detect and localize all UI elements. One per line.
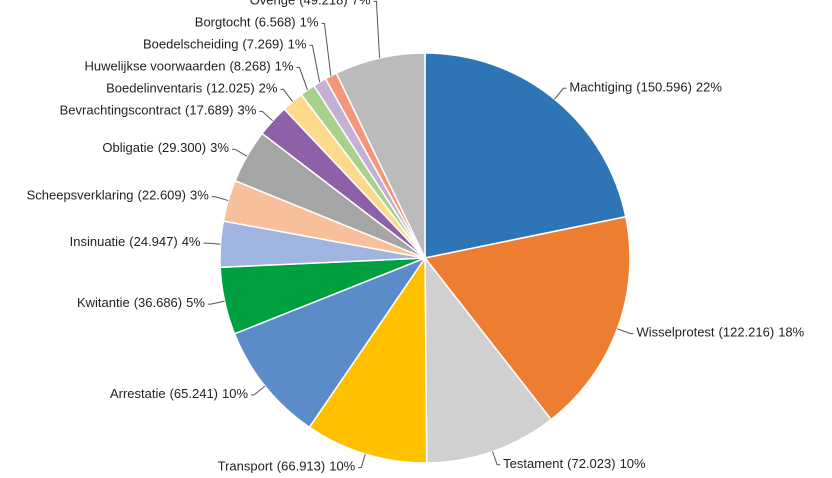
slice-label: Testament (72.023) 10% xyxy=(503,456,646,471)
label-percent-labels: 7% xyxy=(352,0,371,8)
slice-label: Wisselprotest (122.216) 18% xyxy=(637,325,805,340)
label-value-labels: (122.216) xyxy=(719,325,775,340)
slice-label: Transport (66.913) 10% xyxy=(218,459,356,474)
slice-label: Borgtocht (6.568) 1% xyxy=(195,15,319,30)
label-value-labels: (29.300) xyxy=(158,141,206,156)
leader-line xyxy=(309,44,321,83)
label-value-labels: (24.947) xyxy=(129,235,177,250)
slice-label: Bevrachtingscontract (17.689) 3% xyxy=(60,103,257,118)
label-categories: Transport xyxy=(218,459,274,474)
label-value-labels: (49.218) xyxy=(299,0,347,8)
label-categories: Boedelinventaris xyxy=(106,81,203,96)
label-categories: Machtiging xyxy=(569,80,632,95)
label-percent-labels: 1% xyxy=(288,37,307,52)
label-percent-labels: 2% xyxy=(259,81,278,96)
label-percent-labels: 22% xyxy=(696,80,722,95)
leader-line xyxy=(231,148,248,157)
leader-line xyxy=(492,451,501,466)
pie-slice xyxy=(424,255,553,464)
pie-slice xyxy=(308,255,428,464)
label-percent-labels: 1% xyxy=(275,59,294,74)
leader-line xyxy=(203,242,221,245)
slice-label: Boedelscheiding (7.269) 1% xyxy=(143,37,307,52)
label-categories: Bevrachtingscontract xyxy=(60,103,182,118)
slice-label: Kwitantie (36.686) 5% xyxy=(77,296,205,311)
leader-line xyxy=(617,328,634,335)
label-percent-labels: 1% xyxy=(300,15,319,30)
label-percent-labels: 10% xyxy=(222,386,248,401)
label-categories: Wisselprotest xyxy=(637,325,715,340)
label-value-labels: (8.268) xyxy=(229,59,270,74)
pie-slice xyxy=(423,215,631,421)
leader-line xyxy=(211,196,229,202)
slice-label: Overige (49.218) 7% xyxy=(250,0,371,8)
label-percent-labels: 10% xyxy=(620,456,646,471)
label-value-labels: (150.596) xyxy=(636,80,692,95)
label-categories: Boedelscheiding xyxy=(143,37,238,52)
leader-line xyxy=(280,88,293,102)
label-percent-labels: 4% xyxy=(182,235,201,250)
label-value-labels: (6.568) xyxy=(254,15,295,30)
label-percent-labels: 5% xyxy=(186,296,205,311)
leader-line xyxy=(373,0,381,59)
slice-label: Scheepsverklaring (22.609) 3% xyxy=(27,188,210,203)
label-percent-labels: 3% xyxy=(237,103,256,118)
label-categories: Borgtocht xyxy=(195,15,251,30)
label-percent-labels: 3% xyxy=(190,188,209,203)
slice-label: Insinuatie (24.947) 4% xyxy=(70,235,201,250)
label-percent-labels: 3% xyxy=(210,141,229,156)
label-percent-labels: 10% xyxy=(329,459,355,474)
label-categories: Huwelijkse voorwaarden xyxy=(85,59,226,74)
slice-label: Obligatie (29.300) 3% xyxy=(102,141,229,156)
label-categories: Obligatie xyxy=(102,141,153,156)
leader-line xyxy=(554,87,567,100)
leader-line xyxy=(296,66,308,91)
label-value-labels: (72.023) xyxy=(567,456,615,471)
leader-line xyxy=(358,453,366,469)
label-value-labels: (65.241) xyxy=(170,386,218,401)
label-categories: Testament xyxy=(503,456,563,471)
label-value-labels: (17.689) xyxy=(185,103,233,118)
label-value-labels: (66.913) xyxy=(277,459,325,474)
label-categories: Scheepsverklaring xyxy=(27,188,134,203)
label-categories: Overige xyxy=(250,0,296,8)
label-categories: Arrestatie xyxy=(110,386,166,401)
slice-label: Huwelijkse voorwaarden (8.268) 1% xyxy=(85,59,294,74)
slice-label: Arrestatie (65.241) 10% xyxy=(110,386,249,401)
label-value-labels: (36.686) xyxy=(134,296,182,311)
leader-line xyxy=(321,22,332,76)
label-categories: Insinuatie xyxy=(70,235,126,250)
label-value-labels: (7.269) xyxy=(242,37,283,52)
leader-line xyxy=(251,385,266,396)
label-value-labels: (22.609) xyxy=(138,188,186,203)
slice-label: Boedelinventaris (12.025) 2% xyxy=(106,81,278,96)
label-percent-labels: 18% xyxy=(778,325,804,340)
pie-slice xyxy=(424,52,627,259)
pie-slice xyxy=(335,52,426,259)
slice-label: Machtiging (150.596) 22% xyxy=(569,80,722,95)
pie-slice xyxy=(233,256,428,429)
label-categories: Kwitantie xyxy=(77,296,130,311)
label-value-labels: (12.025) xyxy=(206,81,254,96)
leader-line xyxy=(207,300,225,305)
leader-line xyxy=(259,110,274,122)
